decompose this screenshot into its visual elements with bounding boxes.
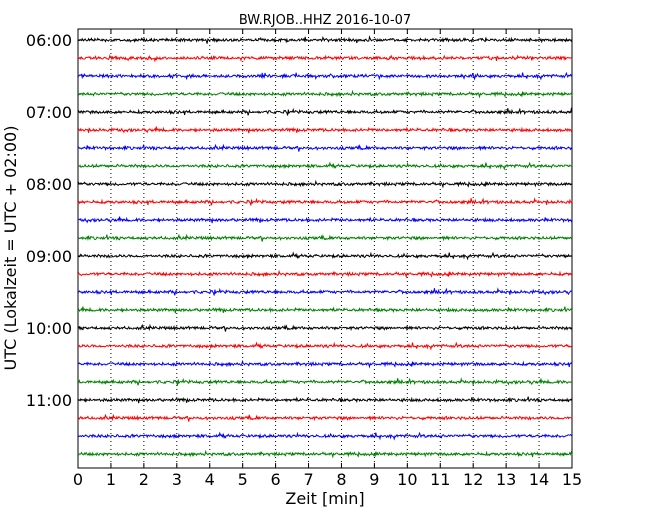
x-tick-label: 15 [562, 470, 582, 489]
x-tick-label: 2 [139, 470, 149, 489]
trace-line [77, 287, 573, 296]
plot-frame [77, 28, 573, 469]
x-tick-label: 14 [529, 470, 549, 489]
y-axis-label: UTC (Lokalzeit = UTC + 02:00) [1, 126, 20, 371]
x-tick-label: 5 [238, 470, 248, 489]
y-tick-label: 08:00 [26, 175, 72, 194]
x-tick-label: 8 [336, 470, 346, 489]
trace-line [77, 269, 573, 279]
x-tick-label: 9 [369, 470, 379, 489]
trace-line [77, 54, 573, 63]
x-axis-label: Zeit [min] [285, 489, 364, 508]
x-tick-label: 0 [73, 470, 83, 489]
trace-line [77, 323, 573, 332]
y-tick-label: 07:00 [26, 103, 72, 122]
x-axis-ticks: 0 1 2 3 4 5 6 7 8 9 10 11 12 13 14 15 [73, 29, 582, 489]
trace-line [77, 71, 573, 81]
y-axis-ticks: 06:00 07:00 08:00 09:00 10:00 11:00 [26, 31, 572, 410]
x-tick-label: 12 [463, 470, 483, 489]
trace-line [77, 179, 573, 189]
y-tick-label: 11:00 [26, 391, 72, 410]
trace-line [77, 143, 573, 152]
trace-line [77, 107, 573, 116]
trace-line [77, 216, 573, 224]
x-tick-label: 3 [172, 470, 182, 489]
trace-line [77, 341, 573, 351]
y-tick-label: 10:00 [26, 319, 72, 338]
y-tick-label: 09:00 [26, 247, 72, 266]
trace-line [77, 413, 573, 422]
trace-line [77, 161, 573, 171]
trace-line [77, 396, 573, 404]
trace-line [77, 431, 573, 441]
x-tick-label: 10 [397, 470, 417, 489]
trace-line [77, 377, 573, 386]
trace-line [77, 233, 573, 242]
x-tick-label: 7 [303, 470, 313, 489]
trace-line [77, 126, 573, 134]
trace-series [77, 34, 573, 459]
x-tick-label: 13 [496, 470, 516, 489]
y-tick-label: 06:00 [26, 31, 72, 50]
trace-line [77, 359, 573, 369]
x-tick-label: 6 [271, 470, 281, 489]
chart-title: BW.RJOB..HHZ 2016-10-07 [239, 13, 411, 28]
trace-line [77, 197, 573, 206]
trace-line [77, 251, 573, 261]
x-tick-label: 4 [205, 470, 215, 489]
x-tick-label: 11 [430, 470, 450, 489]
trace-line [77, 34, 573, 44]
trace-line [77, 89, 573, 99]
trace-line [77, 449, 573, 459]
x-tick-label: 1 [106, 470, 116, 489]
trace-line [77, 306, 573, 314]
